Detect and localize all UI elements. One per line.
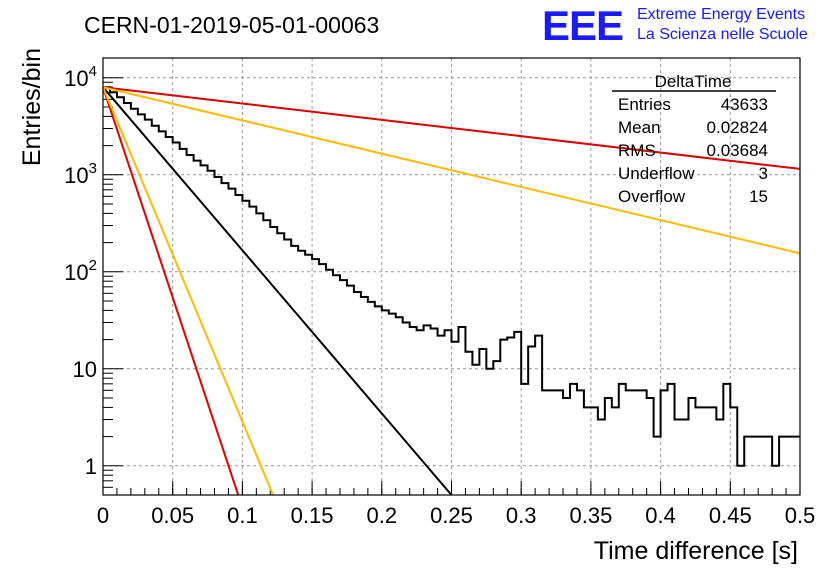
plot-frame <box>102 57 801 496</box>
x-tick-label: 0.3 <box>506 503 537 528</box>
x-axis-label: Time difference [s] <box>594 537 798 565</box>
x-tick-label: 0.2 <box>367 503 398 528</box>
y-tick-label: 10 <box>73 357 97 382</box>
x-tick-label: 0.1 <box>227 503 258 528</box>
x-tick-label: 0.45 <box>709 503 752 528</box>
stats-row-label: Overflow <box>618 187 686 206</box>
x-tick-label: 0 <box>97 503 109 528</box>
x-tick-label: 0.5 <box>785 503 816 528</box>
y-tick-label: 1 <box>85 454 97 479</box>
stats-row-label: Underflow <box>618 164 695 183</box>
stats-row-value: 0.02824 <box>707 118 768 137</box>
histogram-outline <box>103 86 800 467</box>
y-tick-label: 102 <box>64 257 97 285</box>
stats-row-label: RMS <box>618 141 656 160</box>
logo-line-2: La Scienza nelle Scuole <box>637 26 808 43</box>
stats-row-value: 3 <box>759 164 768 183</box>
stats-row-label: Mean <box>618 118 661 137</box>
x-tick-label: 0.4 <box>645 503 676 528</box>
data-marks <box>102 86 801 496</box>
y-tick-label: 103 <box>64 160 97 188</box>
x-tick-label: 0.35 <box>569 503 612 528</box>
stats-row-value: 15 <box>749 187 768 206</box>
y-tick-label: 104 <box>64 63 97 91</box>
grid-lines <box>103 58 800 495</box>
fit-line-3 <box>102 86 274 496</box>
logo-line-1: Extreme Energy Events <box>637 6 805 23</box>
fit-line-1 <box>102 86 453 496</box>
eee-logo: EEE <box>542 2 623 49</box>
tick-labels: 0 0.05 0.1 0.15 0.2 0.25 0.3 0.35 0.4 0.45 0.5 1 10 1… <box>64 63 815 528</box>
run-title: CERN-01-2019-05-01-00063 <box>84 12 379 38</box>
fit-line-4 <box>102 86 801 170</box>
axis-ticks <box>102 77 801 496</box>
fit-line-5 <box>102 86 801 255</box>
fit-line-2 <box>102 86 240 496</box>
stats-box: DeltaTime Entries 43633 Mean 0.02824 RMS 0.03… <box>612 72 776 206</box>
x-tick-label: 0.15 <box>291 503 334 528</box>
x-tick-label: 0.05 <box>151 503 194 528</box>
x-tick-label: 0.25 <box>430 503 473 528</box>
stats-title: DeltaTime <box>655 72 732 91</box>
stats-row-value: 43633 <box>721 95 768 114</box>
stats-row-label: Entries <box>618 95 671 114</box>
y-axis-label: Entries/bin <box>18 48 46 166</box>
stats-row-value: 0.03684 <box>707 141 768 160</box>
